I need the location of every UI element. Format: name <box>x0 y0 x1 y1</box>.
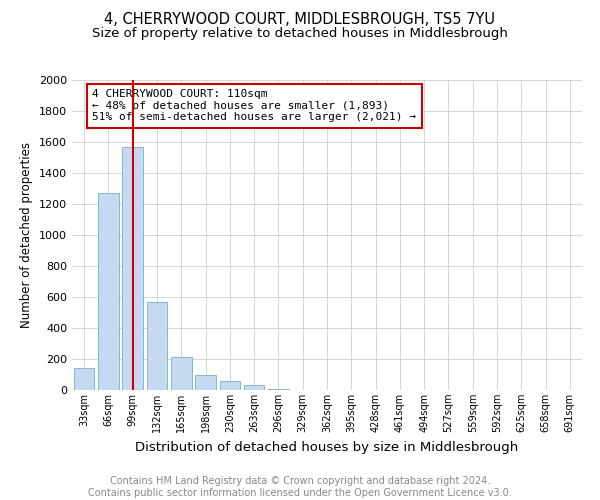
Y-axis label: Number of detached properties: Number of detached properties <box>20 142 34 328</box>
Bar <box>244 386 265 390</box>
X-axis label: Distribution of detached houses by size in Middlesbrough: Distribution of detached houses by size … <box>136 440 518 454</box>
Text: 4 CHERRYWOOD COURT: 110sqm
← 48% of detached houses are smaller (1,893)
51% of s: 4 CHERRYWOOD COURT: 110sqm ← 48% of deta… <box>92 90 416 122</box>
Text: Contains HM Land Registry data © Crown copyright and database right 2024.
Contai: Contains HM Land Registry data © Crown c… <box>88 476 512 498</box>
Bar <box>268 389 289 390</box>
Text: 4, CHERRYWOOD COURT, MIDDLESBROUGH, TS5 7YU: 4, CHERRYWOOD COURT, MIDDLESBROUGH, TS5 … <box>104 12 496 28</box>
Bar <box>74 368 94 390</box>
Bar <box>171 356 191 390</box>
Bar <box>146 302 167 390</box>
Bar <box>122 146 143 390</box>
Bar <box>195 376 216 390</box>
Bar <box>220 382 240 390</box>
Text: Size of property relative to detached houses in Middlesbrough: Size of property relative to detached ho… <box>92 28 508 40</box>
Bar <box>98 193 119 390</box>
